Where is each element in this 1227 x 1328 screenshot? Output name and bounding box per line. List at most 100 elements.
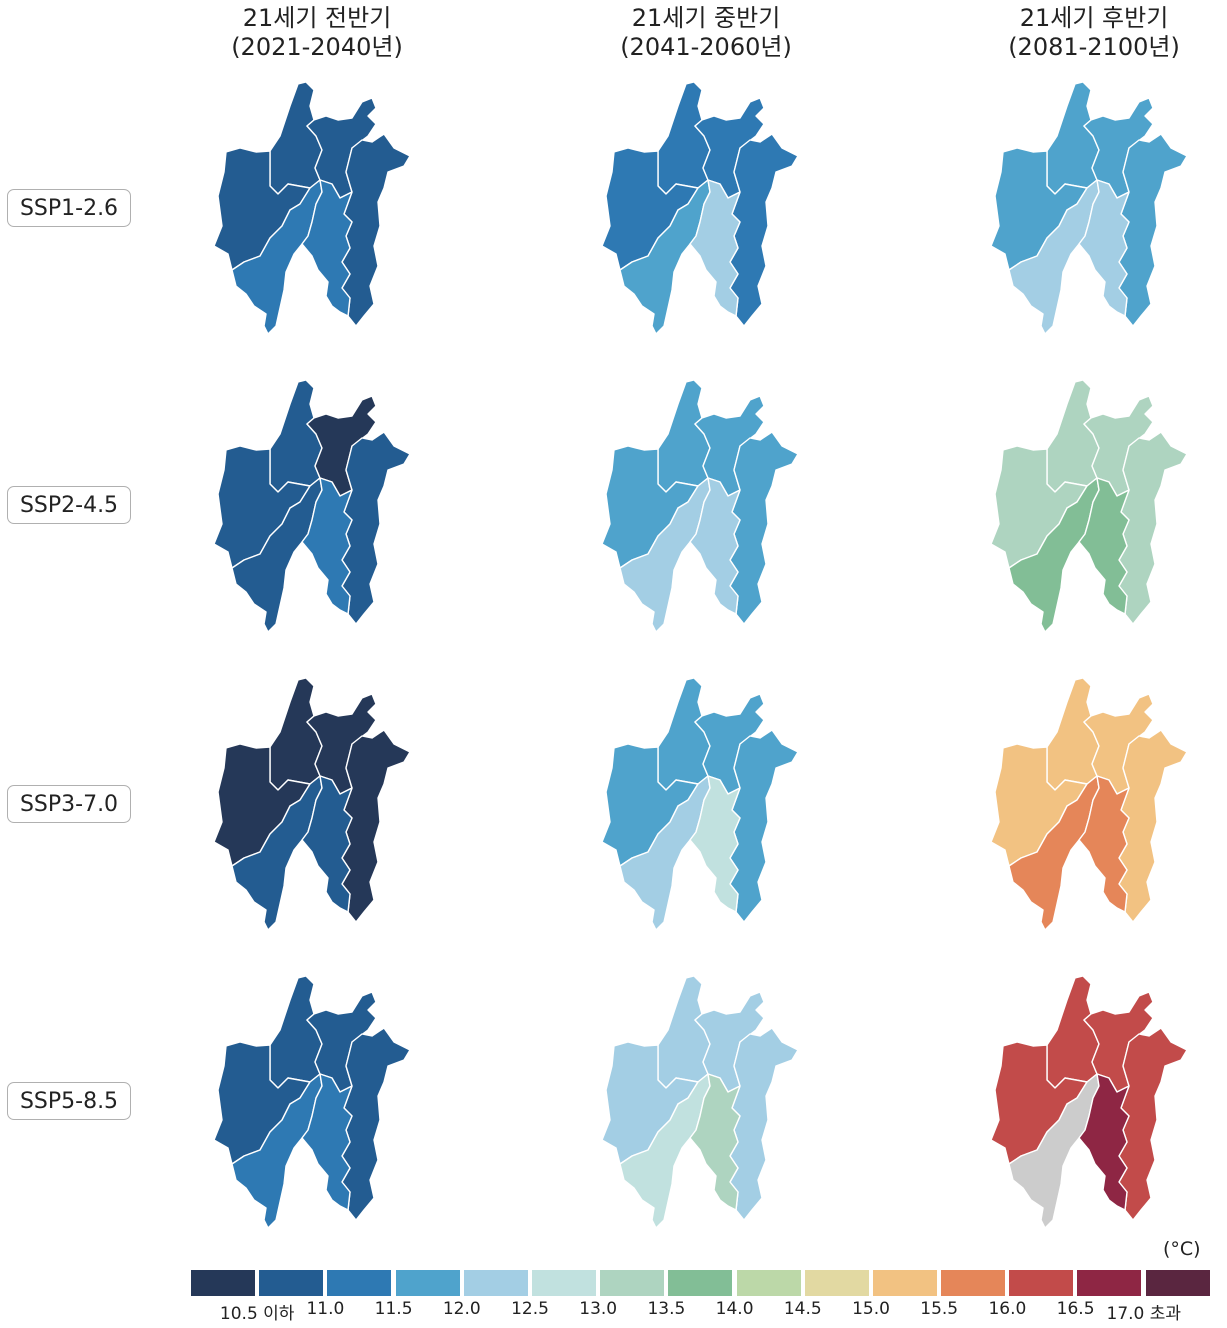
row-label-ssp5-8.5: SSP5-8.5 (7, 1082, 131, 1120)
region-northeast (694, 97, 765, 199)
region-north (657, 677, 711, 791)
region-center-right (301, 1073, 353, 1211)
legend-tick-label: 10.5 이하 (219, 1304, 295, 1324)
map-2-1 (598, 672, 818, 932)
region-northeast (1083, 991, 1154, 1093)
column-title-mid: 21세기 중반기 (2041-2060년) (576, 4, 836, 62)
region-center-right (1078, 1073, 1130, 1211)
row-label-ssp2-4.5: SSP2-4.5 (7, 486, 131, 524)
region-center-right (689, 775, 741, 913)
map-3-2 (987, 970, 1207, 1230)
region-east (1118, 1027, 1188, 1221)
legend-tick-label: 12.5 (511, 1299, 549, 1319)
legend-tick-label: 17.0 초과 (1106, 1304, 1182, 1324)
region-east (1118, 133, 1188, 327)
legend-swatch (395, 1270, 460, 1296)
region-east (729, 1027, 799, 1221)
column-title-text: 21세기 전반기 (242, 4, 392, 32)
legend-swatch (259, 1270, 324, 1296)
map-3-1 (598, 970, 818, 1230)
column-title-text: 21세기 후반기 (1019, 4, 1169, 32)
legend-swatch (327, 1270, 392, 1296)
region-northeast (1083, 395, 1154, 497)
legend-unit: (°C) (1163, 1238, 1201, 1260)
legend-tick-label: 16.5 (1056, 1299, 1095, 1319)
color-legend: 10.5 이하 11.0 11.5 12.0 12.5 13.0 13.5 14.0 14.5 1… (191, 1270, 1214, 1324)
column-title-text: 21세기 중반기 (631, 4, 781, 32)
region-map (601, 677, 799, 931)
map-0-0 (210, 76, 430, 336)
region-map (213, 81, 411, 335)
legend-swatch (1009, 1270, 1074, 1296)
region-center-right (301, 179, 353, 317)
legend-tick-label: 12.0 (442, 1299, 481, 1319)
legend-swatch (668, 1270, 733, 1296)
map-1-1 (598, 374, 818, 634)
region-north (1046, 379, 1100, 493)
region-center-right (689, 477, 741, 615)
region-northeast (694, 395, 765, 497)
region-center-right (689, 1073, 741, 1211)
region-map (990, 677, 1188, 931)
region-map (990, 379, 1188, 633)
region-center-right (1078, 477, 1130, 615)
legend-swatch (463, 1270, 528, 1296)
legend-swatch (804, 1270, 869, 1296)
legend-tick-label: 11.5 (374, 1299, 413, 1319)
region-center-right (1078, 775, 1130, 913)
column-period-text: (2081-2100년) (1008, 33, 1180, 61)
map-3-0 (210, 970, 430, 1230)
region-north (269, 81, 323, 195)
map-2-0 (210, 672, 430, 932)
row-label-ssp3-7.0: SSP3-7.0 (7, 785, 131, 823)
column-title-late: 21세기 후반기 (2081-2100년) (964, 4, 1224, 62)
legend-swatch (736, 1270, 801, 1296)
legend-tick-label: 16.0 (988, 1299, 1027, 1319)
region-map (213, 379, 411, 633)
region-northeast (306, 693, 377, 795)
region-center-right (301, 775, 353, 913)
region-north (657, 975, 711, 1089)
legend-tick-label: 13.0 (579, 1299, 618, 1319)
legend-swatch (941, 1270, 1006, 1296)
region-map (601, 975, 799, 1229)
region-northeast (306, 991, 377, 1093)
map-2-2 (987, 672, 1207, 932)
column-period-text: (2041-2060년) (620, 33, 792, 61)
legend-tick-label: 14.5 (783, 1299, 822, 1319)
legend-tick-label: 15.5 (920, 1299, 959, 1319)
map-0-1 (598, 76, 818, 336)
legend-tick-label: 13.5 (647, 1299, 686, 1319)
region-north (1046, 81, 1100, 195)
region-east (341, 431, 411, 625)
legend-tick-label: 15.0 (852, 1299, 890, 1319)
region-center-right (301, 477, 353, 615)
map-1-2 (987, 374, 1207, 634)
region-east (1118, 729, 1188, 923)
region-east (1118, 431, 1188, 625)
legend-swatch (531, 1270, 596, 1296)
region-east (341, 729, 411, 923)
region-center-right (1078, 179, 1130, 317)
region-center-right (689, 179, 741, 317)
column-period-text: (2021-2040년) (231, 33, 403, 61)
region-northeast (694, 693, 765, 795)
region-map (601, 81, 799, 335)
region-east (729, 133, 799, 327)
region-northeast (1083, 97, 1154, 199)
region-northeast (306, 97, 377, 199)
region-northeast (694, 991, 765, 1093)
region-east (341, 133, 411, 327)
region-east (729, 729, 799, 923)
legend-swatch (600, 1270, 665, 1296)
region-map (601, 379, 799, 633)
region-north (1046, 975, 1100, 1089)
region-north (657, 81, 711, 195)
region-north (269, 677, 323, 791)
legend-swatch (1077, 1270, 1142, 1296)
legend-swatch (872, 1270, 937, 1296)
legend-ticks: 10.5 이하 11.0 11.5 12.0 12.5 13.0 13.5 14.0 14.5 1… (191, 1296, 1214, 1324)
legend-swatches (191, 1270, 1214, 1296)
region-northeast (306, 395, 377, 497)
region-northeast (1083, 693, 1154, 795)
